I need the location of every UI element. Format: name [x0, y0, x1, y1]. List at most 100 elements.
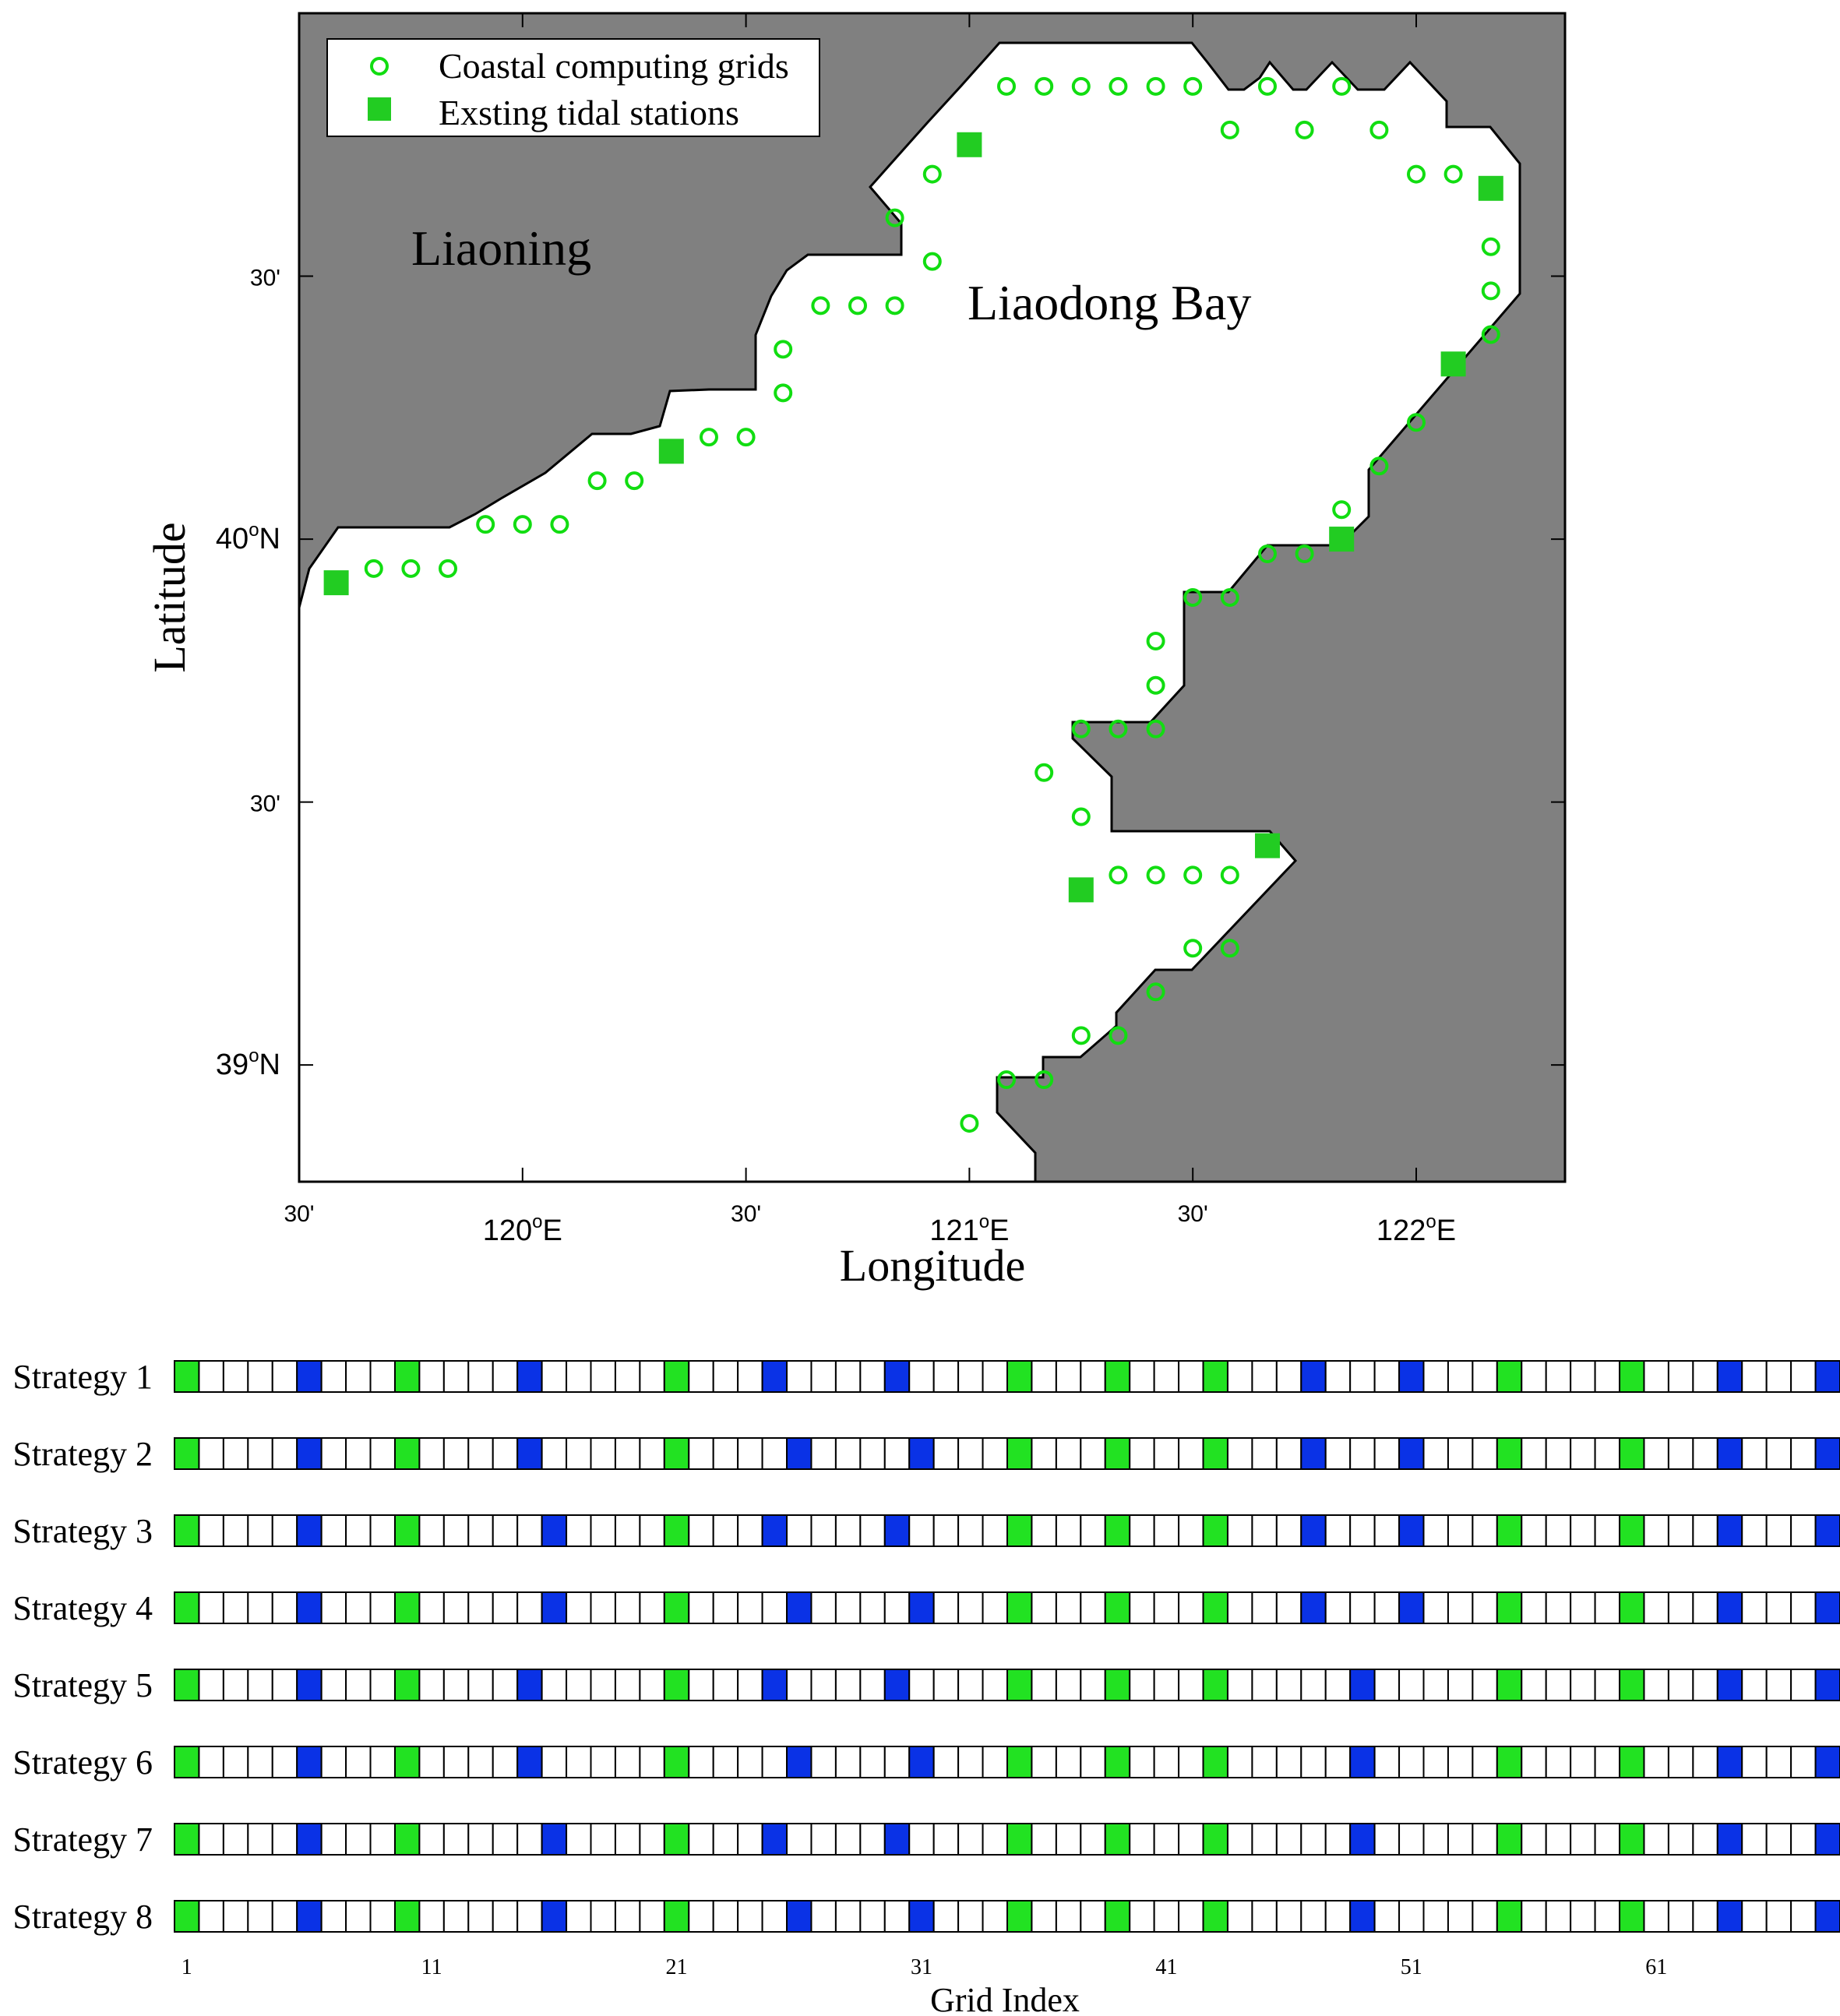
grid-cell-empty [1080, 1823, 1106, 1856]
grid-cell-empty [639, 1823, 665, 1856]
grid-cell-empty [1055, 1591, 1082, 1624]
grid-cell-selected [296, 1591, 323, 1624]
coastal-grid-point [1220, 865, 1239, 885]
grid-cell-existing-station [1202, 1746, 1228, 1778]
lon-tick-label: 122oE [1376, 1211, 1456, 1247]
grid-cell-empty [1692, 1746, 1718, 1778]
coastal-grid-point [774, 340, 793, 359]
coastal-grid-point [1257, 544, 1277, 563]
grid-cell-selected [1398, 1591, 1425, 1624]
lat-tick-label: 39oN [216, 1045, 280, 1081]
grid-cell-empty [1741, 1437, 1768, 1470]
grid-cell-empty [810, 1591, 837, 1624]
grid-cell-empty [1129, 1746, 1155, 1778]
grid-cell-empty [590, 1900, 616, 1933]
grid-cell-empty [614, 1746, 641, 1778]
grid-cell-empty [590, 1437, 616, 1470]
grid-cell-empty [639, 1514, 665, 1547]
grid-cell-empty [1300, 1669, 1327, 1701]
grid-cell-empty [712, 1823, 739, 1856]
grid-cell-empty [859, 1437, 886, 1470]
grid-cell-empty [786, 1669, 812, 1701]
grid-cell-empty [271, 1360, 298, 1393]
grid-cell-empty [1741, 1669, 1768, 1701]
grid-cell-existing-station [1006, 1823, 1033, 1856]
grid-cell-empty [369, 1746, 396, 1778]
grid-cell-empty [1031, 1360, 1057, 1393]
grid-cell-empty [492, 1437, 519, 1470]
grid-cell-empty [737, 1591, 763, 1624]
grid-cell-empty [1692, 1823, 1718, 1856]
grid-cell-empty [1594, 1360, 1621, 1393]
grid-cell-empty [1031, 1591, 1057, 1624]
grid-cell-empty [957, 1514, 984, 1547]
grid-cell-empty [1055, 1437, 1082, 1470]
grid-cell-existing-station [393, 1360, 421, 1393]
grid-cell-empty [932, 1669, 960, 1701]
grid-cell-empty [1472, 1591, 1498, 1624]
grid-cell-empty [1178, 1900, 1204, 1933]
grid-cell-empty [810, 1514, 837, 1547]
grid-cell-empty [271, 1437, 298, 1470]
grid-cell-empty [1765, 1669, 1792, 1701]
grid-cell-existing-station [1202, 1823, 1228, 1856]
grid-cell-empty [1300, 1746, 1327, 1778]
grid-cell-empty [1031, 1900, 1057, 1933]
coastal-grid-point [699, 428, 718, 447]
grid-cell-empty [1643, 1823, 1669, 1856]
grid-cell-existing-station [1104, 1823, 1131, 1856]
grid-cell-selected [541, 1823, 568, 1856]
grid-cell-empty [1153, 1591, 1180, 1624]
grid-cell-existing-station [393, 1591, 421, 1624]
grid-cell-empty [566, 1360, 592, 1393]
grid-cell-empty [566, 1591, 592, 1624]
lat-tick-label: 30' [250, 266, 280, 291]
grid-cell-empty [786, 1360, 812, 1393]
grid-cell-empty [932, 1900, 960, 1933]
coastal-grid-point [1257, 76, 1277, 96]
strategy-x-axis-label: Grid Index [930, 1981, 1080, 2016]
grid-cell-selected [1716, 1900, 1743, 1933]
grid-cell-empty [1226, 1360, 1253, 1393]
grid-cell-existing-station [174, 1591, 200, 1624]
grid-cell-empty [1080, 1514, 1106, 1547]
grid-cell-empty [1129, 1514, 1155, 1547]
grid-cell-empty [198, 1437, 224, 1470]
grid-cell-existing-station [1496, 1360, 1523, 1393]
grid-cell-empty [1398, 1823, 1425, 1856]
grid-cell-empty [516, 1591, 543, 1624]
land-liaoning [298, 12, 1567, 1183]
grid-cell-existing-station [1006, 1669, 1033, 1701]
grid-cell-empty [369, 1514, 396, 1547]
grid-cell-empty [1692, 1900, 1718, 1933]
grid-cell-empty [418, 1360, 445, 1393]
grid-cell-empty [566, 1514, 592, 1547]
grid-cell-empty [1667, 1591, 1694, 1624]
grid-cell-empty [467, 1746, 494, 1778]
grid-cell-empty [982, 1437, 1009, 1470]
grid-cell-empty [957, 1360, 984, 1393]
grid-cell-existing-station [1006, 1746, 1033, 1778]
map-y-axis-label: Latitude [144, 522, 195, 672]
grid-cell-empty [1153, 1900, 1180, 1933]
grid-cell-empty [590, 1823, 616, 1856]
grid-cell-existing-station [174, 1669, 200, 1701]
grid-cell-empty [271, 1591, 298, 1624]
grid-cell-empty [908, 1823, 935, 1856]
grid-cell-empty [1153, 1823, 1180, 1856]
grid-cell-empty [222, 1437, 249, 1470]
grid-cell-selected [516, 1669, 543, 1701]
grid-cell-existing-station [1496, 1437, 1523, 1470]
grid-cell-empty [1447, 1823, 1474, 1856]
grid-cell-empty [1251, 1900, 1278, 1933]
grid-cell-empty [1422, 1669, 1449, 1701]
coastal-grid-point [997, 76, 1017, 96]
grid-cell-existing-station [1104, 1437, 1131, 1470]
coastal-grid-point [1035, 763, 1054, 782]
grid-cell-selected [516, 1437, 543, 1470]
grid-cell-empty [418, 1514, 445, 1547]
grid-cell-selected [541, 1900, 568, 1933]
grid-cell-existing-station [393, 1669, 421, 1701]
grid-cell-empty [982, 1591, 1009, 1624]
legend-stations-label: Exsting tidal stations [439, 93, 739, 132]
